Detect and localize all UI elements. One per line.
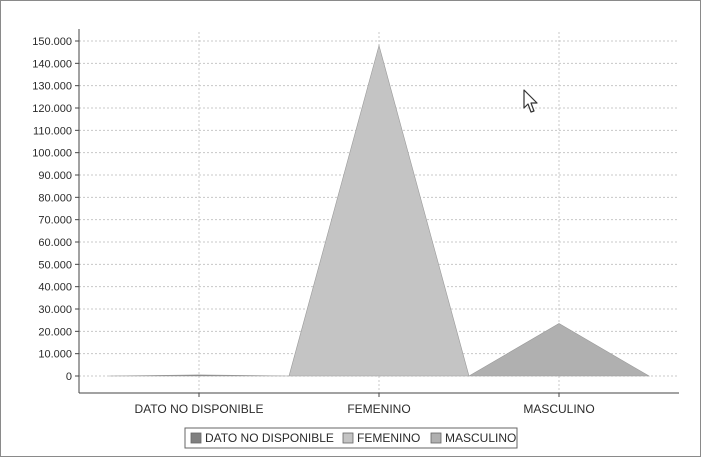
y-tick-label: 50.000 bbox=[38, 259, 72, 271]
series-areas bbox=[108, 44, 651, 377]
area-femenino bbox=[288, 44, 470, 377]
x-category-label: MASCULINO bbox=[523, 402, 594, 416]
legend: DATO NO DISPONIBLE FEMENINO MASCULINO bbox=[184, 427, 518, 449]
y-tick-label: 70.000 bbox=[38, 215, 72, 227]
y-tick-label: 150.000 bbox=[32, 36, 72, 48]
y-tick-label: 0 bbox=[66, 371, 72, 383]
x-category-label: DATO NO DISPONIBLE bbox=[135, 402, 264, 416]
y-tick-label: 60.000 bbox=[38, 237, 72, 249]
y-tick-label: 140.000 bbox=[32, 58, 72, 70]
y-tick-label: 110.000 bbox=[33, 125, 72, 137]
x-axis-categories: DATO NO DISPONIBLE FEMENINO MASCULINO bbox=[135, 393, 595, 416]
area-dato-no-disponible bbox=[108, 374, 290, 377]
mouse-pointer-icon bbox=[523, 89, 538, 113]
y-tick-label: 80.000 bbox=[38, 192, 72, 204]
x-category-label: FEMENINO bbox=[347, 402, 410, 416]
y-tick-label: 120.000 bbox=[32, 103, 72, 115]
legend-swatch bbox=[342, 432, 354, 444]
y-tick-label: 130.000 bbox=[32, 81, 72, 93]
y-tick-label: 10.000 bbox=[38, 349, 72, 361]
legend-swatch bbox=[190, 432, 202, 444]
y-tick-label: 40.000 bbox=[38, 282, 72, 294]
y-tick-label: 90.000 bbox=[38, 170, 72, 182]
legend-swatch bbox=[430, 432, 442, 444]
area-masculino bbox=[467, 323, 651, 377]
legend-label: FEMENINO bbox=[357, 431, 420, 445]
y-tick-label: 100.000 bbox=[32, 148, 72, 160]
y-tick-label: 30.000 bbox=[38, 304, 72, 316]
y-tick-label: 20.000 bbox=[38, 326, 72, 338]
legend-label: MASCULINO bbox=[445, 431, 516, 445]
y-axis-ticks: 0 10.000 20.000 30.000 40.000 50.000 60.000 70.… bbox=[32, 36, 79, 383]
legend-label: DATO NO DISPONIBLE bbox=[205, 431, 334, 445]
